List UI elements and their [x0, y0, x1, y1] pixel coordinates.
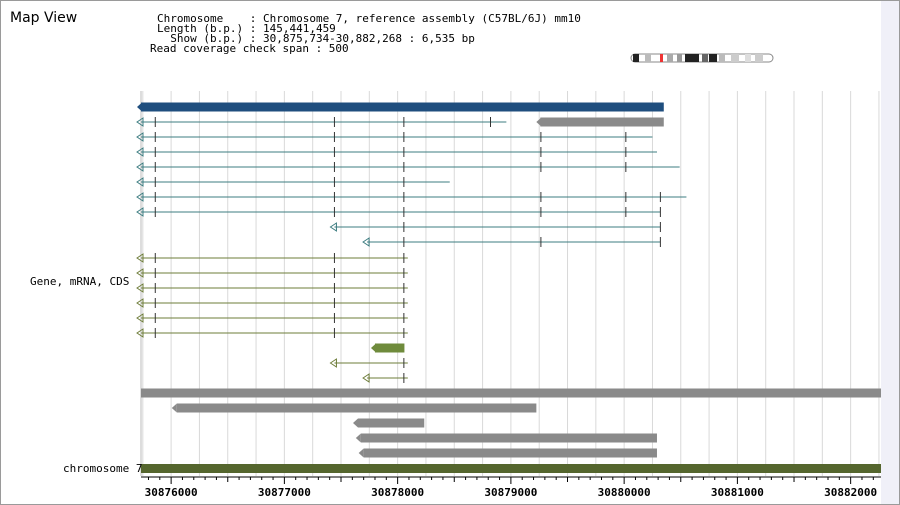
chromosome-ideogram[interactable]	[630, 53, 774, 63]
mrna-transcript[interactable]	[136, 162, 680, 172]
feature-bar	[176, 403, 537, 413]
strand-arrow	[370, 343, 376, 353]
mrna-transcript[interactable]	[136, 147, 657, 157]
feature-bar	[360, 433, 657, 443]
axis-tick-label: 30882000	[824, 486, 877, 499]
feature-bar-top[interactable]	[536, 117, 664, 127]
strand-arrow	[136, 162, 144, 172]
mrna-transcript[interactable]	[136, 117, 507, 127]
coverage-span-info: Read coverage check span : 500	[150, 42, 349, 55]
strand-arrow	[352, 418, 358, 428]
strand-arrow	[136, 253, 144, 263]
mrna-transcript[interactable]	[136, 192, 687, 202]
right-scroll-margin	[881, 1, 899, 504]
strand-arrow	[136, 268, 144, 278]
length-info: Length (b.p.) : 145,441,459	[157, 22, 336, 35]
strand-arrow	[136, 147, 144, 157]
axis-tick-label: 30879000	[484, 486, 537, 499]
feature-bar	[357, 418, 425, 428]
mrna-transcript[interactable]	[136, 298, 408, 308]
mrna-transcript[interactable]	[362, 237, 661, 247]
axis-tick-label: 30881000	[711, 486, 764, 499]
chromosome-bar[interactable]	[141, 464, 881, 473]
feature-bar-gray[interactable]	[171, 403, 537, 413]
chromosome-info: Chromosome : Chromosome 7, reference ass…	[157, 12, 581, 25]
strand-arrow	[136, 132, 144, 142]
feature-bar	[374, 343, 405, 353]
feature-bar	[540, 117, 664, 127]
show-range-info: Show (b.p.) : 30,875,734-30,882,268 : 6,…	[157, 32, 475, 45]
mrna-transcript[interactable]	[329, 222, 661, 232]
strand-arrow	[536, 117, 542, 127]
axis-tick-label: 30877000	[258, 486, 311, 499]
strand-arrow	[329, 222, 337, 232]
strand-arrow	[355, 433, 361, 443]
feature-bar-gray[interactable]	[358, 448, 657, 458]
strand-arrow	[362, 373, 370, 383]
strand-arrow	[136, 117, 144, 127]
strand-arrow	[362, 237, 370, 247]
strand-arrow	[136, 207, 144, 217]
strand-arrow	[136, 192, 144, 202]
strand-arrow	[358, 448, 364, 458]
strand-arrow	[329, 358, 337, 368]
feature-bar-gray[interactable]	[355, 433, 657, 443]
feature-bar-gray[interactable]	[141, 388, 886, 398]
mrna-transcript[interactable]	[136, 207, 661, 217]
axis-tick-label: 30880000	[598, 486, 651, 499]
mrna-transcript[interactable]	[136, 328, 408, 338]
mrna-transcript[interactable]	[362, 373, 408, 383]
chromosome-track-label: chromosome 7	[63, 462, 143, 475]
feature-bar	[363, 448, 657, 458]
feature-bar-gray[interactable]	[352, 418, 425, 428]
mrna-transcript[interactable]	[136, 283, 408, 293]
strand-arrow	[136, 298, 144, 308]
mrna-transcript[interactable]	[136, 253, 408, 263]
strand-arrow	[171, 403, 177, 413]
strand-arrow	[136, 313, 144, 323]
feature-bar	[141, 102, 664, 112]
map-view-title: Map View	[10, 10, 78, 26]
cds-block[interactable]	[370, 343, 405, 353]
mrna-transcript[interactable]	[136, 177, 450, 187]
mrna-transcript[interactable]	[136, 268, 408, 278]
mrna-transcript[interactable]	[136, 313, 408, 323]
strand-arrow	[136, 177, 144, 187]
strand-arrow	[136, 328, 144, 338]
axis-tick-label: 30878000	[371, 486, 424, 499]
feature-bar	[141, 388, 881, 398]
mrna-transcript[interactable]	[329, 358, 408, 368]
mrna-transcript[interactable]	[136, 132, 653, 142]
axis-tick-label: 30876000	[145, 486, 198, 499]
gene-bar[interactable]	[137, 102, 664, 112]
strand-arrow	[136, 283, 144, 293]
gene-track-label: Gene, mRNA, CDS	[30, 275, 130, 288]
strand-arrow	[137, 102, 142, 112]
